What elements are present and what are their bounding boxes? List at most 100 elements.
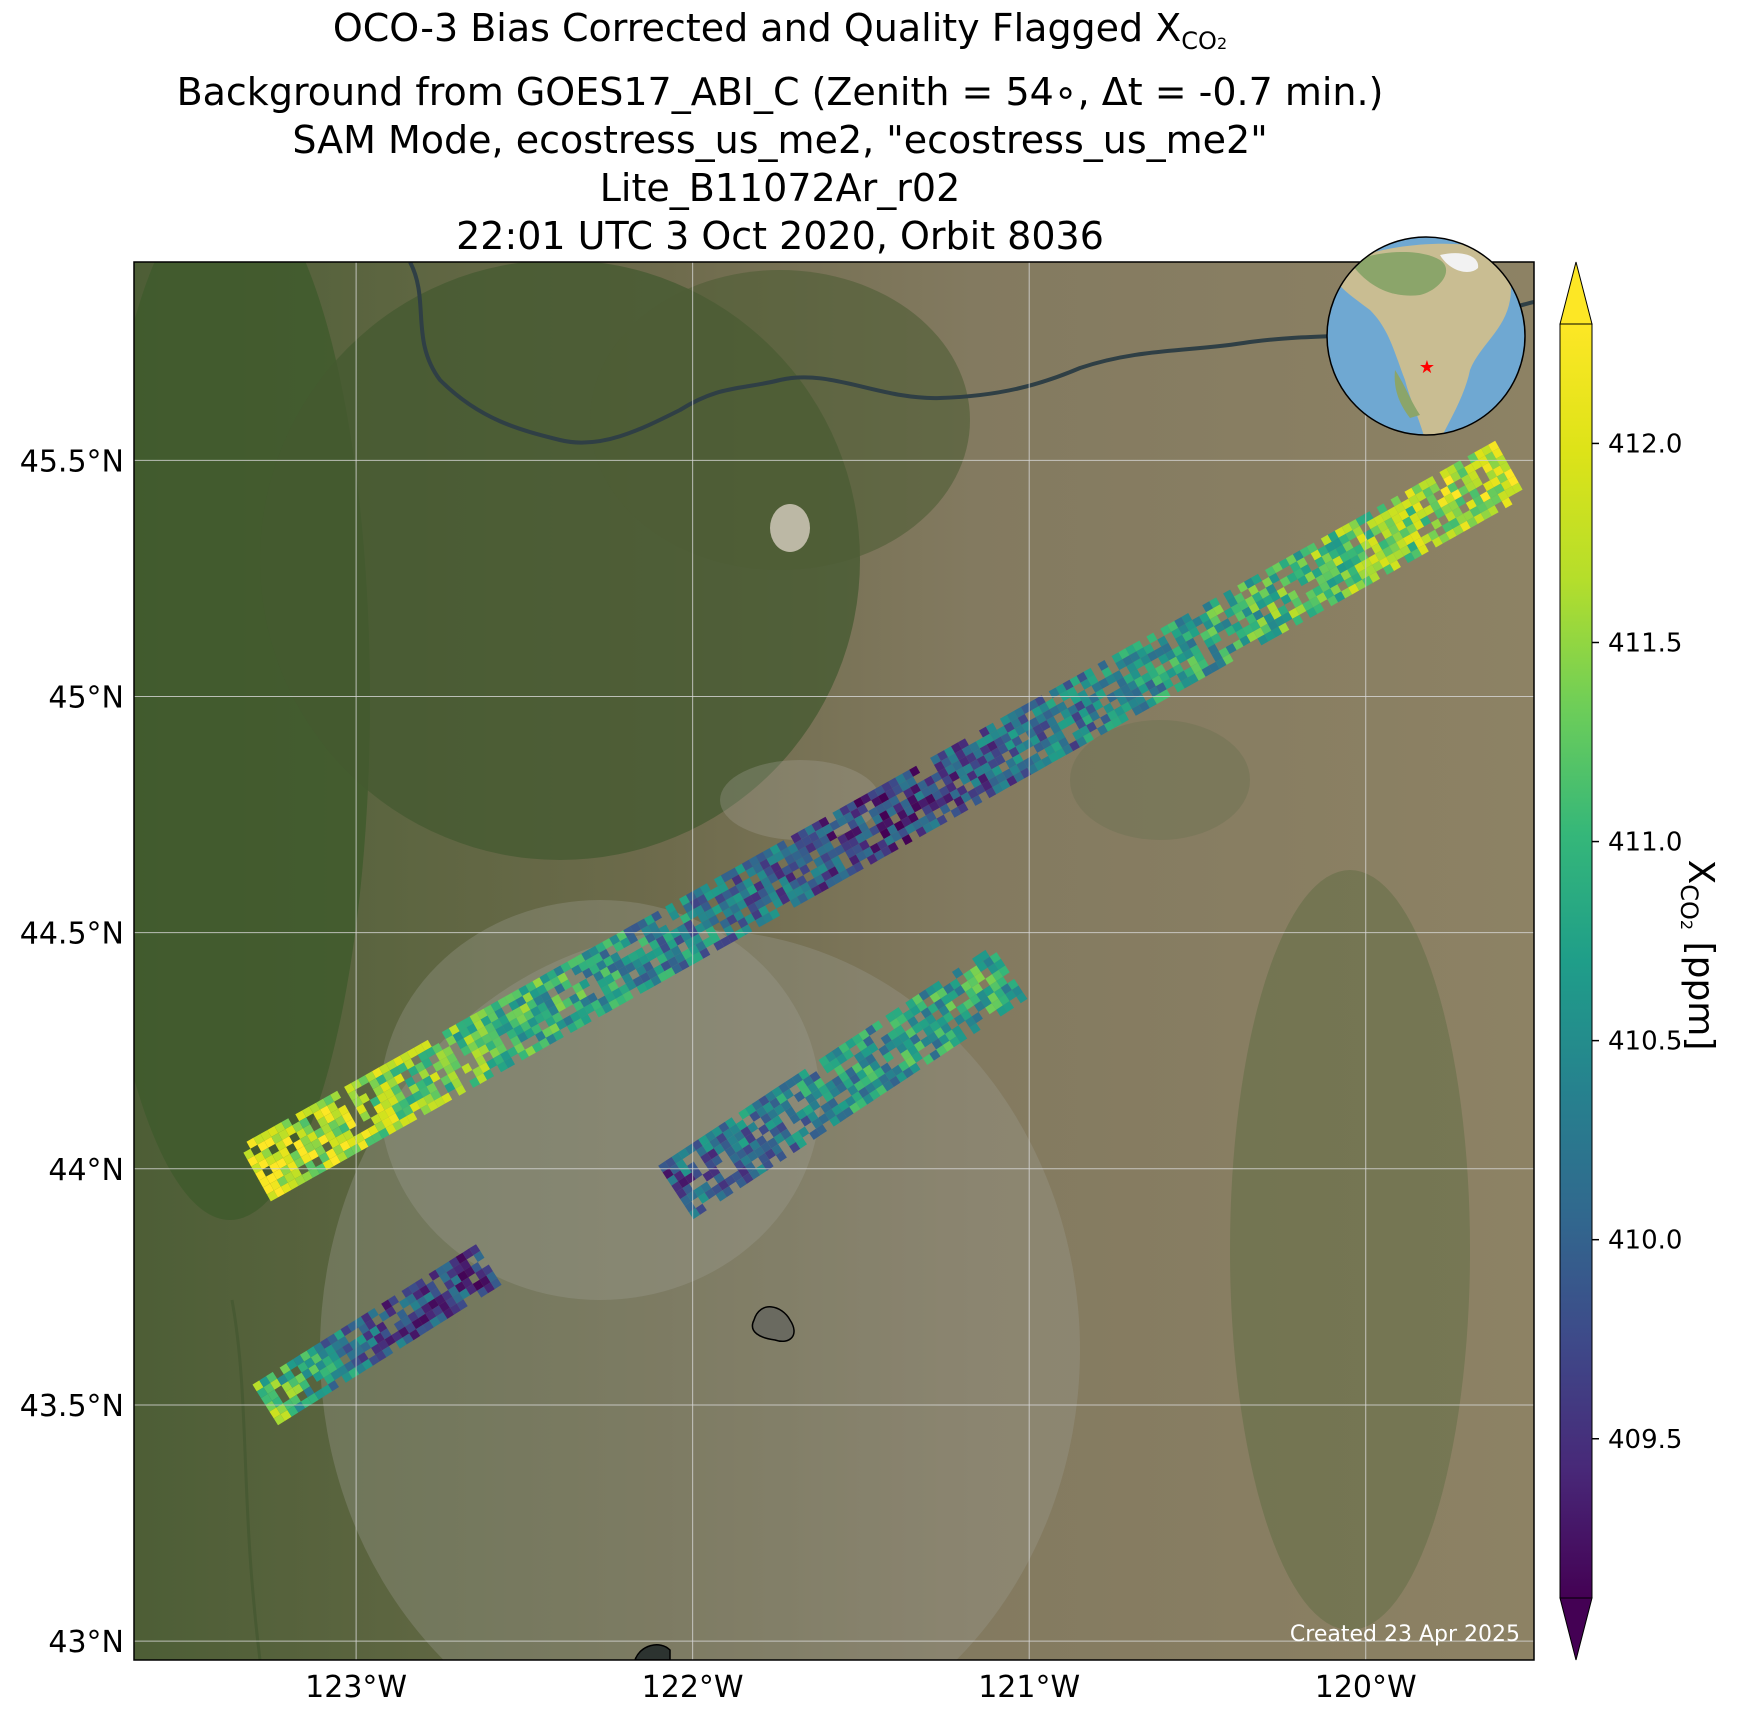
xco2-sounding	[842, 1049, 854, 1061]
xco2-sounding	[643, 979, 655, 990]
xco2-sounding	[927, 782, 939, 794]
xco2-sounding	[762, 848, 774, 859]
xco2-sounding	[530, 1006, 542, 1017]
xco2-sounding	[940, 994, 952, 1006]
xco2-sounding	[490, 1000, 502, 1012]
xco2-sounding	[996, 725, 1008, 737]
xco2-sounding	[1111, 652, 1123, 664]
xco2-sounding	[889, 1018, 901, 1030]
xco2-sounding	[857, 804, 869, 815]
xco2-sounding	[297, 1146, 308, 1157]
xco2-sounding	[785, 1077, 797, 1089]
xco2-sounding	[1056, 701, 1068, 713]
xco2-sounding	[443, 1063, 455, 1075]
xco2-sounding	[1103, 702, 1115, 714]
xco2-sounding	[951, 1025, 963, 1037]
xco2-sounding	[1425, 476, 1437, 487]
xco2-sounding	[807, 1082, 819, 1094]
xco2-sounding	[1092, 699, 1104, 711]
xco2-sounding	[430, 1287, 442, 1299]
xco2-sounding	[749, 1168, 761, 1180]
xco2-sounding	[823, 841, 835, 853]
xco2-sounding	[1265, 566, 1276, 577]
xco2-sounding	[1237, 581, 1248, 593]
xco2-sounding	[699, 883, 711, 895]
xco2-sounding	[1144, 661, 1156, 673]
xco2-sounding	[781, 865, 793, 876]
xco2-sounding	[767, 1108, 779, 1120]
lon-tick-label: 123°W	[305, 1670, 407, 1705]
xco2-sounding	[1167, 620, 1179, 632]
xco2-sounding	[409, 1101, 421, 1113]
xco2-sounding	[1222, 654, 1234, 665]
xco2-sounding	[875, 803, 887, 815]
lon-tick-label: 120°W	[1315, 1670, 1417, 1705]
xco2-sounding	[384, 1335, 396, 1347]
xco2-sounding	[1055, 748, 1067, 759]
xco2-sounding	[403, 1058, 415, 1070]
xco2-sounding	[1392, 531, 1404, 543]
xco2-sounding	[469, 1244, 481, 1256]
xco2-sounding	[782, 882, 794, 894]
xco2-sounding	[439, 1272, 451, 1284]
xco2-sounding	[849, 1073, 861, 1085]
xco2-sounding	[276, 1403, 288, 1415]
xco2-sounding	[1115, 659, 1127, 671]
xco2-sounding	[1328, 548, 1340, 560]
xco2-sounding	[842, 1106, 854, 1118]
xco2-sounding	[344, 1360, 355, 1372]
xco2-sounding	[349, 1338, 361, 1350]
xco2-sounding	[785, 872, 797, 883]
xco2-sounding	[807, 878, 818, 889]
xco2-sounding	[1059, 690, 1071, 702]
xco2-sounding	[1489, 476, 1501, 488]
xco2-sounding	[1291, 597, 1303, 608]
xco2-sounding	[549, 1023, 560, 1034]
xco2-sounding	[718, 1121, 730, 1133]
xco2-sounding	[400, 1315, 412, 1327]
xco2-sounding	[379, 1063, 390, 1075]
xco2-sounding	[506, 1028, 518, 1040]
xco2-sounding	[311, 1138, 322, 1150]
xco2-sounding	[751, 909, 763, 921]
xco2-sounding	[1362, 575, 1373, 587]
xco2-sounding	[1002, 768, 1014, 780]
xco2-sounding	[691, 1168, 703, 1180]
xco2-sounding	[885, 1011, 897, 1023]
xco2-sounding	[982, 733, 994, 745]
xco2-sounding	[965, 987, 977, 999]
xco2-sounding	[301, 1171, 313, 1182]
xco2-sounding	[937, 768, 949, 779]
xco2-sounding	[322, 1355, 333, 1367]
xco2-sounding	[790, 896, 801, 908]
xco2-sounding	[1083, 732, 1094, 744]
xco2-sounding	[881, 781, 893, 793]
xco2-sounding	[1292, 550, 1304, 562]
xco2-sounding	[532, 1041, 543, 1053]
xco2-sounding	[1503, 468, 1515, 480]
xco2-sounding	[307, 1131, 318, 1143]
xco2-sounding	[367, 1124, 379, 1136]
xco2-sounding	[462, 1016, 474, 1028]
xco2-sounding	[1030, 752, 1042, 764]
xco2-sounding	[299, 1379, 311, 1391]
xco2-sounding	[727, 867, 739, 879]
xco2-sounding	[312, 1370, 324, 1382]
xco2-sounding	[420, 1104, 432, 1116]
xco2-sounding	[985, 722, 997, 734]
xco2-sounding	[1396, 538, 1408, 550]
xco2-sounding	[1213, 622, 1225, 634]
xco2-sounding	[957, 802, 969, 814]
xco2-sounding	[769, 844, 781, 855]
xco2-sounding	[275, 1140, 287, 1151]
xco2-sounding	[333, 1358, 344, 1370]
xco2-sounding	[1155, 682, 1167, 694]
xco2-sounding	[358, 1075, 369, 1086]
xco2-sounding	[887, 842, 899, 853]
xco2-sounding	[907, 1044, 919, 1056]
xco2-sounding	[709, 932, 721, 944]
xco2-sounding	[929, 991, 941, 1003]
xco2-sounding	[789, 1142, 801, 1154]
xco2-sounding	[975, 737, 987, 749]
xco2-sounding	[1111, 716, 1122, 728]
